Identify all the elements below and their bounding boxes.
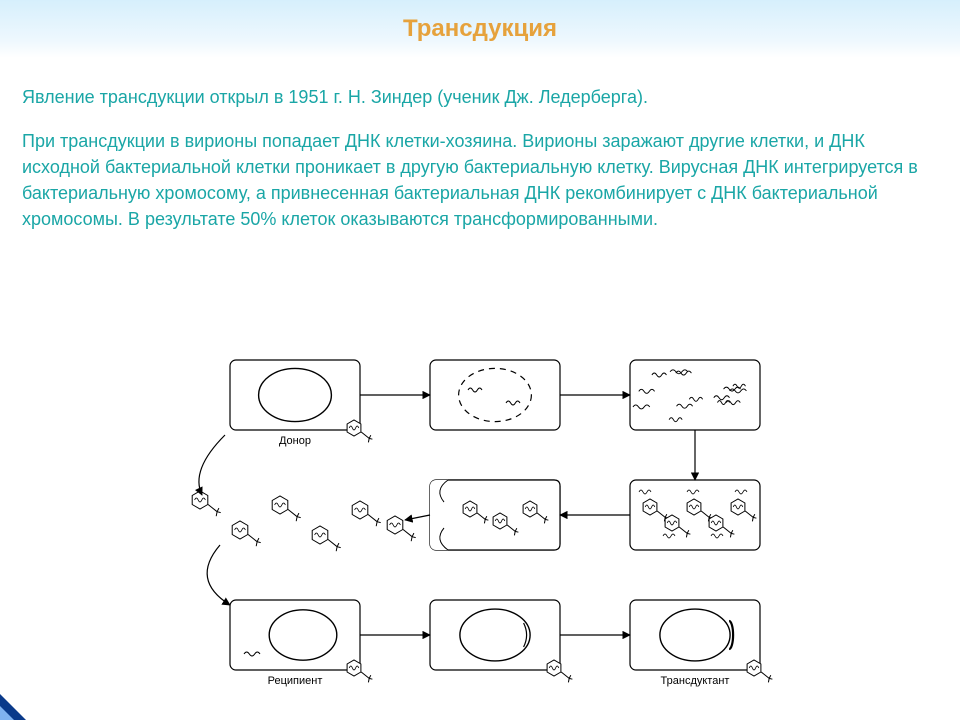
transduction-diagram: Донор Реципиент Трансдуктант (160, 350, 800, 690)
title-band: Трансдукция (0, 0, 960, 58)
svg-text:Реципиент: Реципиент (268, 675, 323, 687)
paragraph-2: При трансдукции в вирионы попадает ДНК к… (22, 128, 938, 232)
page-title: Трансдукция (403, 15, 557, 43)
svg-text:Донор: Донор (279, 435, 311, 447)
corner-accent-icon (0, 694, 26, 720)
svg-text:Трансдуктант: Трансдуктант (661, 675, 730, 687)
body-text: Явление трансдукции открыл в 1951 г. Н. … (0, 58, 960, 232)
paragraph-1: Явление трансдукции открыл в 1951 г. Н. … (22, 84, 938, 110)
